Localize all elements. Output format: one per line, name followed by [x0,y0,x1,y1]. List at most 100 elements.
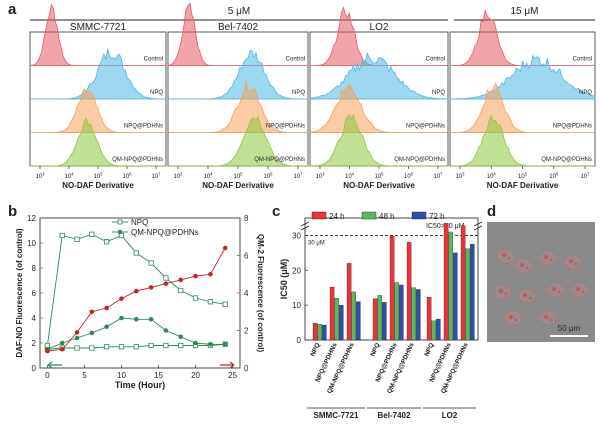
cell-signal [581,290,585,294]
legend-marker [117,229,123,235]
panel-title: SMMC-7721 [70,22,127,33]
panel-label-b: b [8,203,17,220]
threshold-label: 30 μM [308,240,325,246]
x-tick-label: 107 [293,171,303,180]
data-point [104,324,109,330]
legend-marker [117,219,123,225]
cell-signal [568,258,574,264]
cell-signal [543,254,549,260]
data-point [192,295,199,301]
row-label: Control [144,57,163,63]
panel-title: Bel-7402 [218,22,258,33]
panel-label-a: a [8,1,17,18]
data-point [74,345,80,351]
data-point [104,305,109,311]
data-point [59,346,65,352]
row-label: Control [426,57,445,63]
histogram-npq-at-pdhns [450,82,595,133]
cell-signal [501,252,507,258]
histogram-npq [30,48,166,100]
scale-bar-label: 50 μm [558,324,581,333]
y-tick-label: 30 [292,231,301,240]
x-tick-label: 107 [580,171,590,180]
data-point [148,316,154,322]
histogram-control [29,3,166,66]
panel-title: LO2 [370,22,389,33]
data-point [148,260,154,266]
legend-label: NPQ [131,218,148,227]
cell-signal [525,266,529,270]
cell [493,284,513,300]
row-label: QM-NPQ@PDHNs [112,157,163,163]
x-tick-label: 0 [45,371,50,380]
x-tick-label: 104 [64,171,74,180]
bar [351,291,356,341]
data-point [59,232,65,239]
data-point [118,344,125,350]
bar [334,298,339,341]
cell [546,282,566,298]
data-point [133,344,139,350]
data-point [178,277,184,283]
histogram-npq-at-pdhns [168,81,308,133]
data-point [89,309,95,315]
x-tick-label: 20 [191,371,200,380]
cell [538,310,558,326]
group-label: LO2 [442,411,458,420]
x-tick-label: 104 [487,171,497,180]
category-label: NPQ [369,342,381,358]
data-point [148,342,154,349]
x-tick-label: 105 [374,171,384,180]
data-point [163,275,169,281]
bar [372,298,378,341]
row-label: QM-NPQ@PDHNs [541,157,592,163]
cell [563,254,583,270]
histogram-npq [449,54,596,100]
y-tick-label-left: 10 [27,239,36,248]
series-line [47,247,226,352]
x-tick-label: 103 [173,171,183,180]
y-tick-label: 10 [292,301,301,310]
row-label: Control [573,57,592,63]
y-tick-label-left: 8 [32,264,37,273]
x-tick-label: 25 [228,371,237,380]
x-tick-label: 104 [345,171,355,180]
row-label: Control [286,57,305,63]
row-label: NPQ [150,90,163,96]
data-point [178,287,184,294]
histogram-qm-npq-at-pdhns [450,114,595,167]
bar [389,235,395,341]
axis-break-right [473,221,483,231]
legend-swatch [311,211,327,220]
data-point [133,316,139,322]
data-point [178,334,184,340]
histogram-qm-npq-at-pdhns [168,115,308,167]
bar [448,231,453,341]
data-point [163,342,169,349]
legend-swatch [361,211,377,220]
data-point [207,299,213,305]
data-point [74,330,80,335]
x-tick-label: 10 [117,371,126,380]
x-axis-label: NO-DAF Derivative [487,181,559,190]
data-point [193,340,198,346]
x-tick-label: 103 [455,171,465,180]
y-axis-label-left: DAF-NO Fluorescence (of control) [15,228,24,358]
data-point [45,348,50,354]
data-point [193,273,198,279]
cell-signal [557,290,561,294]
data-point [222,301,228,307]
row-label: NPQ@PDHNs [406,124,445,130]
x-axis-label: Time (Hour) [115,380,165,390]
cell [514,258,534,274]
y-tick-label: 20 [292,266,301,275]
data-point [104,344,110,350]
cell-signal [504,292,508,296]
bar [426,296,432,341]
category-label: NPQ [423,342,435,358]
y-tick-label-right: 8 [244,214,249,223]
axis-break-left [300,221,310,231]
row-label: NPQ [292,90,305,96]
row-label: NPQ [432,90,445,96]
data-point [133,250,139,256]
